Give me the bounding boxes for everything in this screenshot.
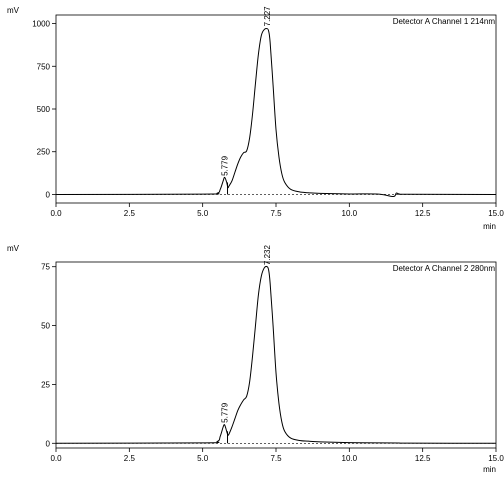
chart-1-ylabel: mV: [7, 6, 20, 15]
chart-2-xtick-label: 7.5: [270, 454, 282, 463]
chart-1-xtick-label: 5.0: [197, 209, 209, 218]
chart-1-frame: [55, 14, 497, 204]
chart-2-peak-label: 7.232: [263, 244, 272, 265]
chart-2-xtick-label: 2.5: [124, 454, 136, 463]
chart-2-xtick-label: 15.0: [488, 454, 504, 463]
chart-2-xtick-label: 12.5: [415, 454, 431, 463]
chart-2-xtick-label: 5.0: [197, 454, 209, 463]
chart-2-xtick-label: 10.0: [342, 454, 358, 463]
chart-2-ytick-label: 0: [46, 439, 51, 448]
chart-2-channel-label: Detector A Channel 2 280nm: [393, 264, 496, 273]
chart-2-peak-label: 5.779: [221, 402, 230, 423]
chart-2-ytick-label: 75: [41, 263, 50, 272]
chart-1-peak-label: 7.227: [263, 6, 272, 27]
chart-1-ytick-label: 1000: [32, 20, 50, 29]
chart-1-xlabel: min: [483, 222, 496, 231]
chart-1-xtick-label: 7.5: [270, 209, 282, 218]
chart-1-channel-label: Detector A Channel 1 214nm: [393, 17, 496, 26]
chart-2-xtick-label: 0.0: [50, 454, 62, 463]
chart-2-xlabel: min: [483, 465, 496, 474]
chart-2-ytick-label: 25: [41, 380, 50, 389]
chart-1-xtick-label: 2.5: [124, 209, 136, 218]
chart-1-ytick-label: 0: [46, 190, 51, 199]
chart-2-ytick-label: 50: [41, 322, 50, 331]
chart-1-ytick-label: 500: [37, 105, 51, 114]
chart-1-series-line: [55, 28, 497, 198]
chart-1-peak-label: 5.779: [221, 155, 230, 176]
chart-2-frame: [55, 261, 497, 449]
chart-1-xtick-label: 10.0: [342, 209, 358, 218]
chart-1-xtick-label: 0.0: [50, 209, 62, 218]
chart-1-ytick-label: 250: [37, 148, 51, 157]
chart-2-series-line: [55, 265, 497, 444]
chart-2-ylabel: mV: [7, 244, 20, 253]
chart-1-xtick-label: 12.5: [415, 209, 431, 218]
chart-1-xtick-label: 15.0: [488, 209, 504, 218]
chart-1-ytick-label: 750: [37, 62, 51, 71]
